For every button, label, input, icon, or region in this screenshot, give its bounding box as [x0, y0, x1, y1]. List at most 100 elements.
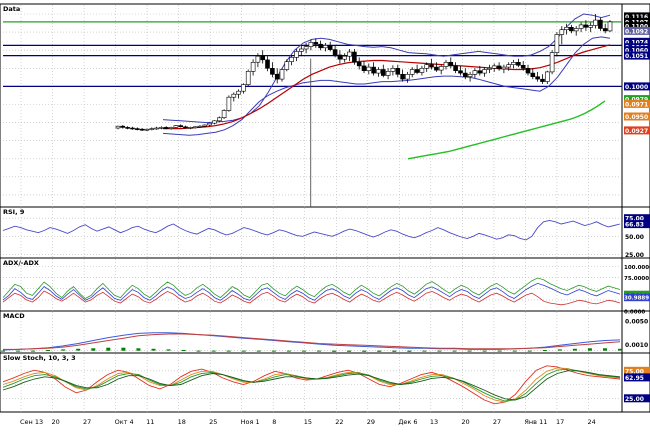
macd-histogram-bar — [166, 349, 171, 351]
axes-layer: Data RSI, 9 ADX/-ADX MACD Slow Stoch, 10, 3,… — [3, 5, 650, 426]
panel-price — [0, 3, 650, 208]
candle-body — [516, 61, 521, 66]
candle-body — [130, 127, 135, 130]
price-axis-tag — [624, 112, 650, 121]
candle-body — [313, 42, 319, 45]
candle-body — [217, 117, 222, 122]
candle-body — [593, 19, 598, 26]
date-tick-label: 15 — [304, 418, 312, 426]
date-tick-label: 27 — [493, 418, 501, 426]
candle-body — [163, 127, 169, 129]
candle-body — [477, 70, 483, 74]
candle-body — [573, 28, 579, 32]
candle-body — [241, 84, 246, 92]
candle-body — [385, 71, 391, 76]
rsi-axis-label: 75.00 — [625, 216, 644, 223]
candle-body — [236, 90, 241, 95]
date-tick-label: 20 — [461, 418, 469, 426]
panel-stoch — [0, 352, 650, 413]
date-tick-label: 18 — [178, 418, 186, 426]
stoch-axis-label: 25.00 — [625, 396, 644, 403]
macd-histogram-bar — [31, 350, 36, 352]
macd-histogram-bar — [557, 349, 562, 351]
rsi-line — [2, 219, 621, 241]
macd-histogram-bar — [46, 350, 51, 351]
price-axis-label: 0.0950 — [625, 114, 648, 121]
price-axis-tag — [624, 99, 650, 108]
rsi-axis-tag — [624, 220, 650, 229]
date-tick-label: 11 — [146, 418, 154, 426]
candle-body — [284, 61, 290, 70]
macd-histogram-bar — [452, 350, 457, 352]
candle-body — [598, 19, 603, 29]
candle-body — [530, 72, 536, 77]
candle-body — [332, 49, 338, 56]
macd-histogram-bar — [437, 350, 442, 352]
macd-histogram-bar — [76, 348, 81, 351]
date-tick-label: Ноя 1 — [241, 418, 260, 426]
macd-histogram-bar — [181, 350, 186, 351]
candle-body — [173, 125, 179, 128]
price-axis-tag — [624, 95, 650, 104]
candle-body — [279, 69, 285, 80]
macd-histogram-bar — [347, 350, 352, 352]
candle-body — [540, 78, 545, 82]
candle-body — [231, 93, 237, 98]
adx-series-line-0 — [2, 277, 621, 299]
macd-histogram-bar — [618, 348, 622, 351]
candle-body — [578, 24, 584, 29]
date-tick-label: 8 — [272, 418, 276, 426]
macd-histogram-bar — [603, 348, 607, 351]
macd-histogram-bar — [196, 350, 201, 352]
candle-body — [265, 59, 270, 69]
candle-body — [602, 28, 608, 32]
candle-body — [462, 72, 468, 77]
candle-body — [154, 127, 159, 130]
candle-body — [448, 61, 454, 67]
candle-body — [308, 42, 314, 47]
candle-body — [501, 66, 507, 70]
adx-axis-label: 75.0000 — [624, 276, 649, 282]
rsi-axis-label: 66.83 — [625, 222, 644, 229]
candle-body — [520, 65, 526, 69]
macd-histogram-bar — [136, 348, 141, 351]
candle-body — [482, 69, 487, 74]
price-axis-label: 0.0971 — [625, 101, 648, 108]
candle-body — [588, 25, 594, 28]
candle-body — [294, 51, 299, 58]
date-tick-label: 20 — [52, 418, 60, 426]
price-axis-tag — [624, 46, 650, 55]
candle-body — [453, 65, 458, 72]
panel-title-macd: MACD — [3, 312, 25, 320]
candle-body — [270, 68, 275, 75]
candle-body — [400, 74, 405, 80]
candle-body — [303, 46, 309, 50]
adx-series-line-2 — [2, 282, 621, 301]
candle-body — [443, 61, 449, 67]
candle-body — [226, 96, 232, 111]
candle-body — [135, 128, 140, 130]
candle-body — [549, 52, 555, 73]
candle-body — [144, 128, 150, 131]
macd-histogram-bar — [286, 350, 291, 352]
candle-body — [347, 51, 352, 57]
candle-body — [260, 55, 266, 61]
macd-histogram-bar — [362, 350, 367, 352]
macd-histogram-bar — [422, 350, 427, 352]
candle-body — [212, 120, 217, 124]
panel-title-stoch: Slow Stoch, 10, 3, 3 — [3, 354, 76, 362]
macd-histogram-bar — [512, 350, 517, 352]
price-axis-label: 0.1060 — [625, 48, 648, 55]
macd-histogram-bar — [377, 350, 382, 352]
date-tick-label: 13 — [430, 418, 438, 426]
candle-body — [245, 71, 251, 85]
stoch-series-line-0 — [2, 365, 621, 405]
candle-body — [323, 45, 328, 49]
date-tick-label: 27 — [83, 418, 91, 426]
date-tick-label: 24 — [587, 418, 595, 426]
date-tick-label: 29 — [367, 418, 375, 426]
candle-body — [274, 74, 280, 80]
date-tick-label: 22 — [335, 418, 343, 426]
date-tick-label: Янв 11 — [524, 418, 547, 426]
candle-body — [371, 66, 376, 74]
